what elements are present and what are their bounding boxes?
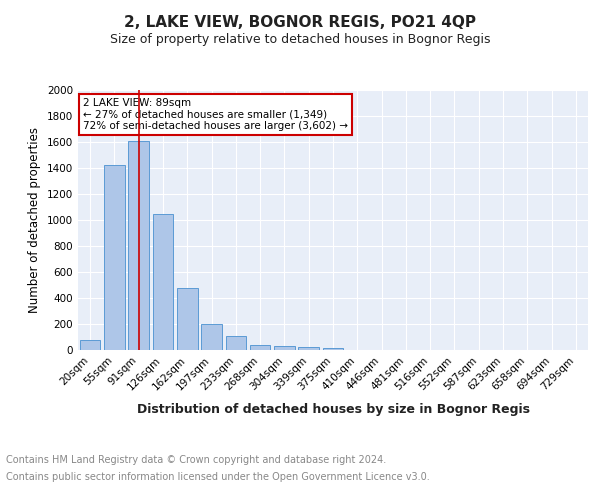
Bar [177, 288, 197, 350]
Bar [274, 346, 295, 350]
Bar [128, 140, 149, 350]
Bar [201, 324, 222, 350]
Bar [323, 348, 343, 350]
Y-axis label: Number of detached properties: Number of detached properties [28, 127, 41, 313]
Text: 2 LAKE VIEW: 89sqm
← 27% of detached houses are smaller (1,349)
72% of semi-deta: 2 LAKE VIEW: 89sqm ← 27% of detached hou… [83, 98, 348, 131]
Text: Contains HM Land Registry data © Crown copyright and database right 2024.: Contains HM Land Registry data © Crown c… [6, 455, 386, 465]
Text: Distribution of detached houses by size in Bognor Regis: Distribution of detached houses by size … [137, 402, 530, 415]
Text: Size of property relative to detached houses in Bognor Regis: Size of property relative to detached ho… [110, 32, 490, 46]
Bar [226, 336, 246, 350]
Bar [250, 345, 271, 350]
Text: 2, LAKE VIEW, BOGNOR REGIS, PO21 4QP: 2, LAKE VIEW, BOGNOR REGIS, PO21 4QP [124, 15, 476, 30]
Bar [80, 340, 100, 350]
Bar [298, 347, 319, 350]
Text: Contains public sector information licensed under the Open Government Licence v3: Contains public sector information licen… [6, 472, 430, 482]
Bar [152, 214, 173, 350]
Bar [104, 166, 125, 350]
